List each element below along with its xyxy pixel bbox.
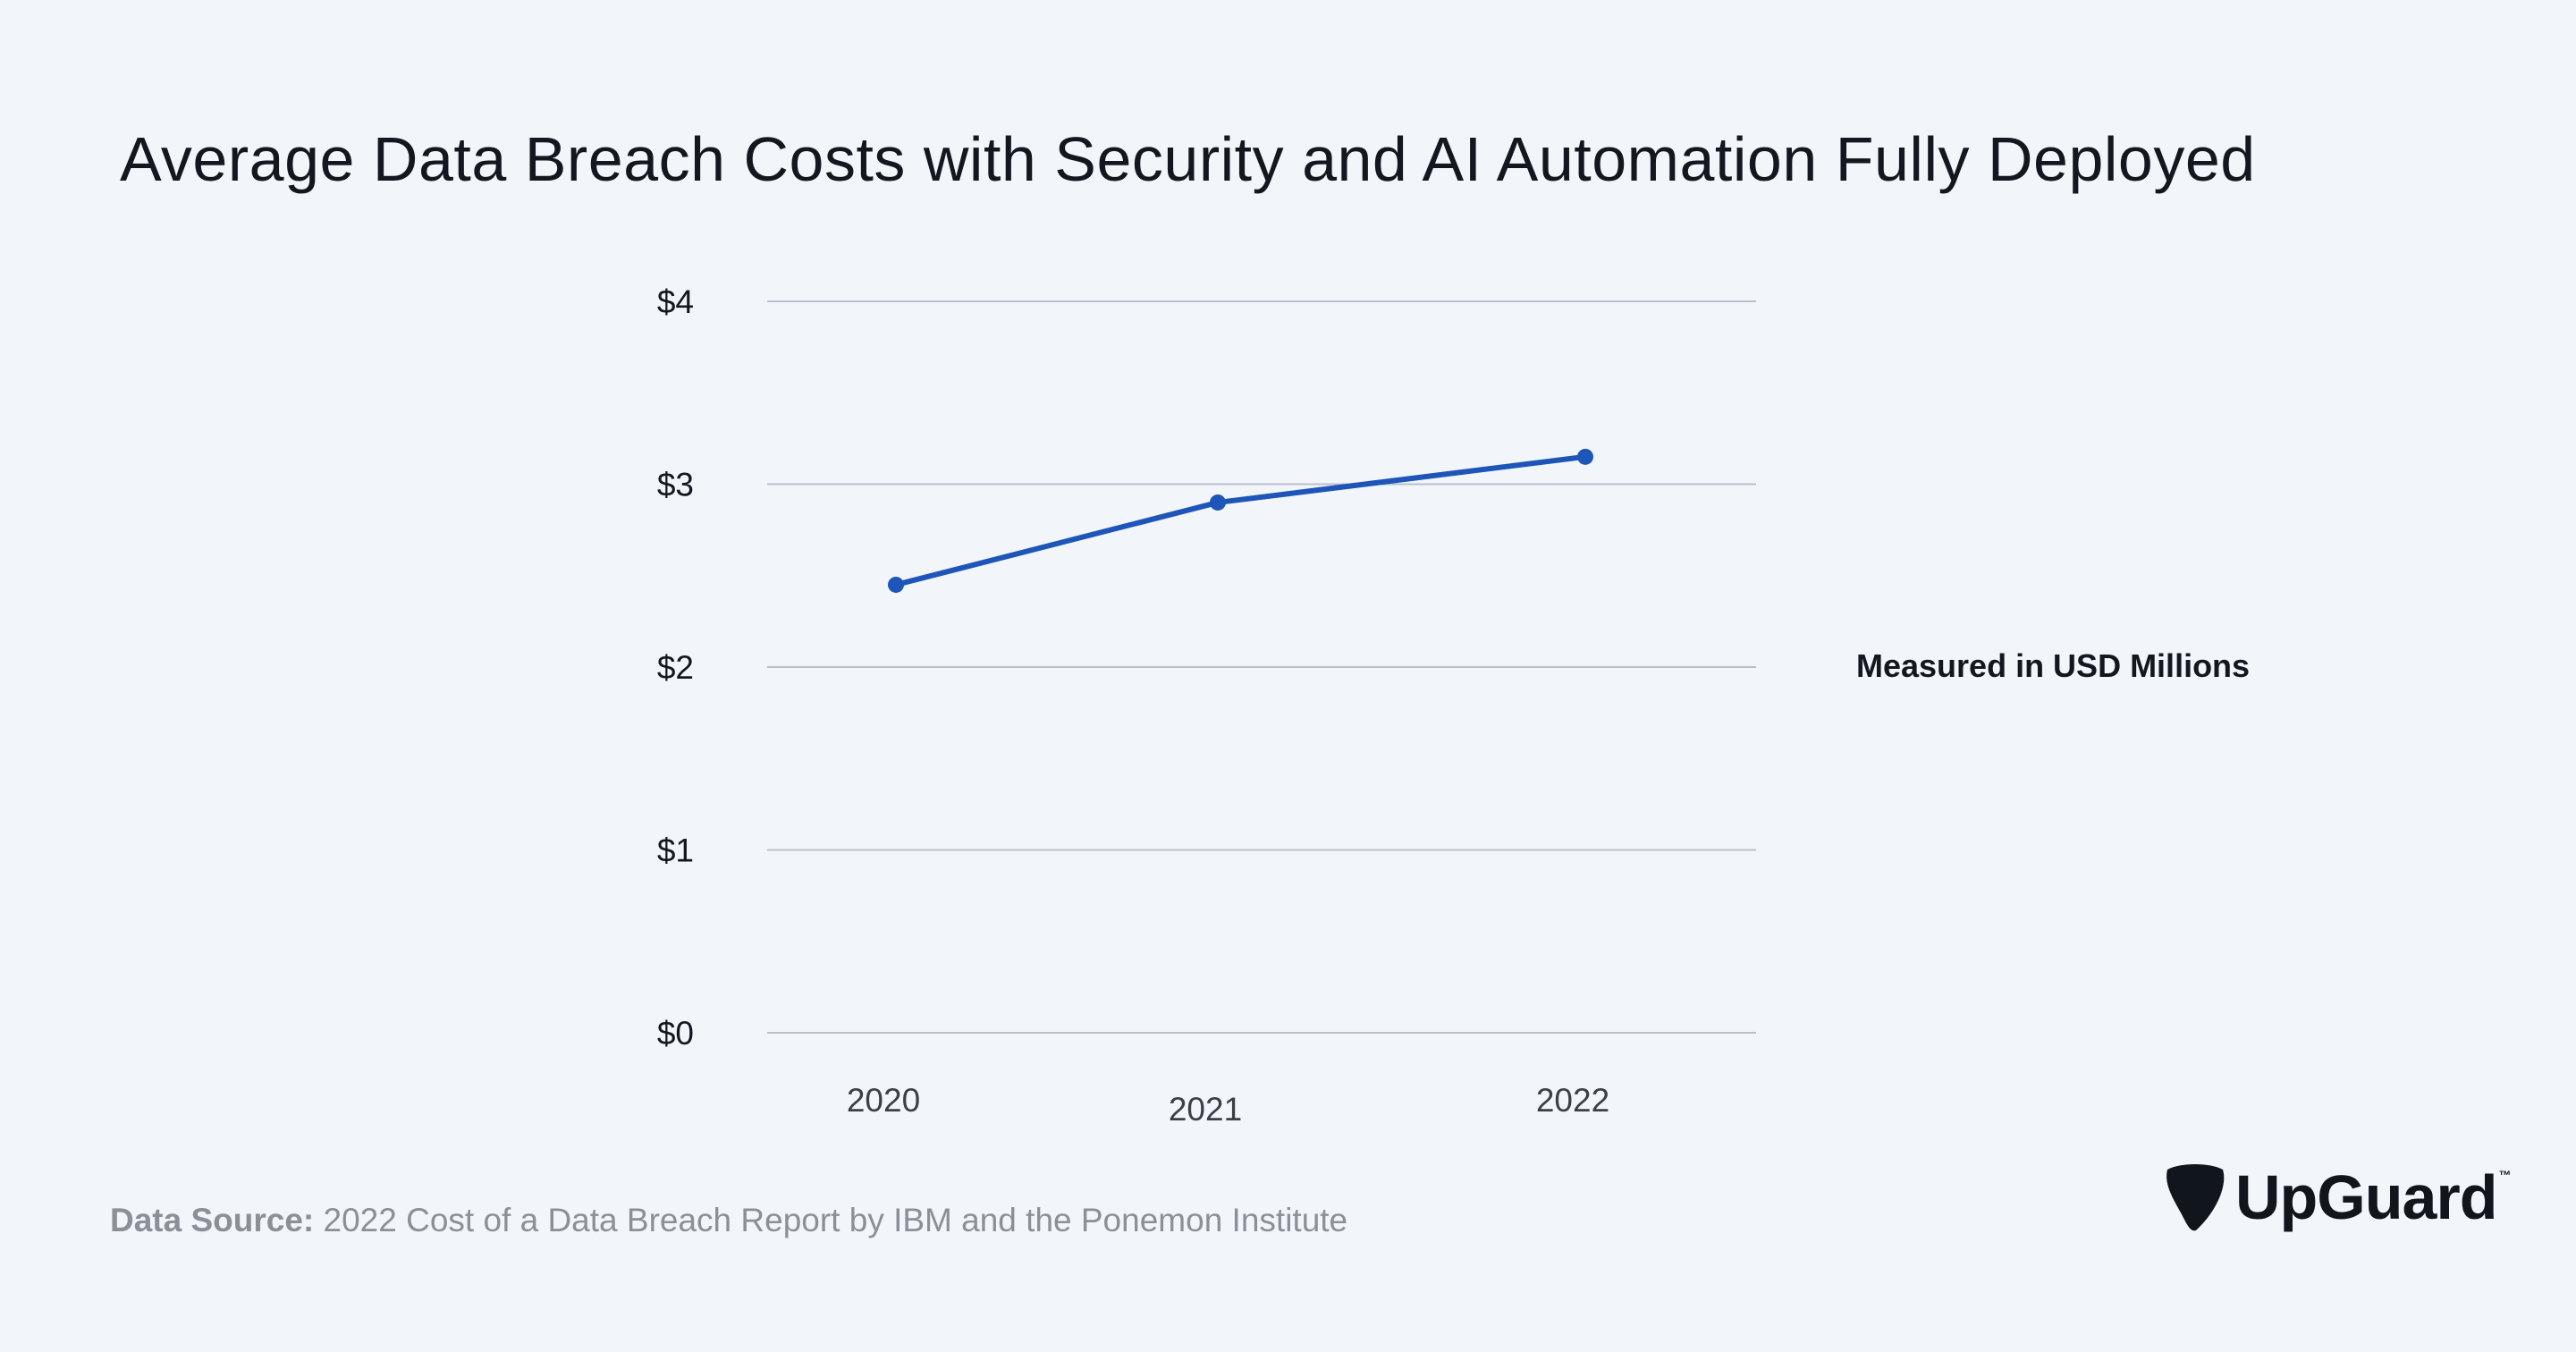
units-annotation: Measured in USD Millions [1856, 647, 2251, 684]
logo-trademark: ™ [2498, 1168, 2512, 1182]
chart-title: Average Data Breach Costs with Security … [120, 124, 2256, 194]
x-tick-label: 2020 [847, 1082, 920, 1119]
series-line [893, 453, 1588, 587]
y-tick-label: $3 [657, 467, 694, 503]
data-source: Data Source: 2022 Cost of a Data Breach … [110, 1202, 1347, 1239]
x-tick-label: 2022 [1536, 1082, 1609, 1119]
y-tick-label: $0 [657, 1015, 694, 1052]
series-layer [888, 448, 1593, 593]
guitar-pick-icon [2166, 1164, 2225, 1231]
upguard-logo: UpGuard ™ [2162, 1162, 2511, 1232]
logo-wordmark: UpGuard [2235, 1162, 2497, 1232]
y-axis-tick-labels: $0 $1 $2 $3 $4 [657, 283, 694, 1052]
data-point [1210, 494, 1226, 511]
data-source-label: Data Source: [110, 1202, 315, 1238]
data-point [1577, 448, 1593, 465]
data-source-text: 2022 Cost of a Data Breach Report by IBM… [314, 1202, 1348, 1238]
y-tick-label: $4 [657, 283, 694, 320]
gridlines [767, 300, 1756, 1034]
y-tick-label: $1 [657, 832, 694, 869]
x-tick-label: 2021 [1169, 1091, 1242, 1128]
x-axis-tick-labels: 2020 2021 2022 [847, 1082, 1609, 1128]
y-tick-label: $2 [657, 649, 694, 686]
data-point [888, 576, 904, 593]
